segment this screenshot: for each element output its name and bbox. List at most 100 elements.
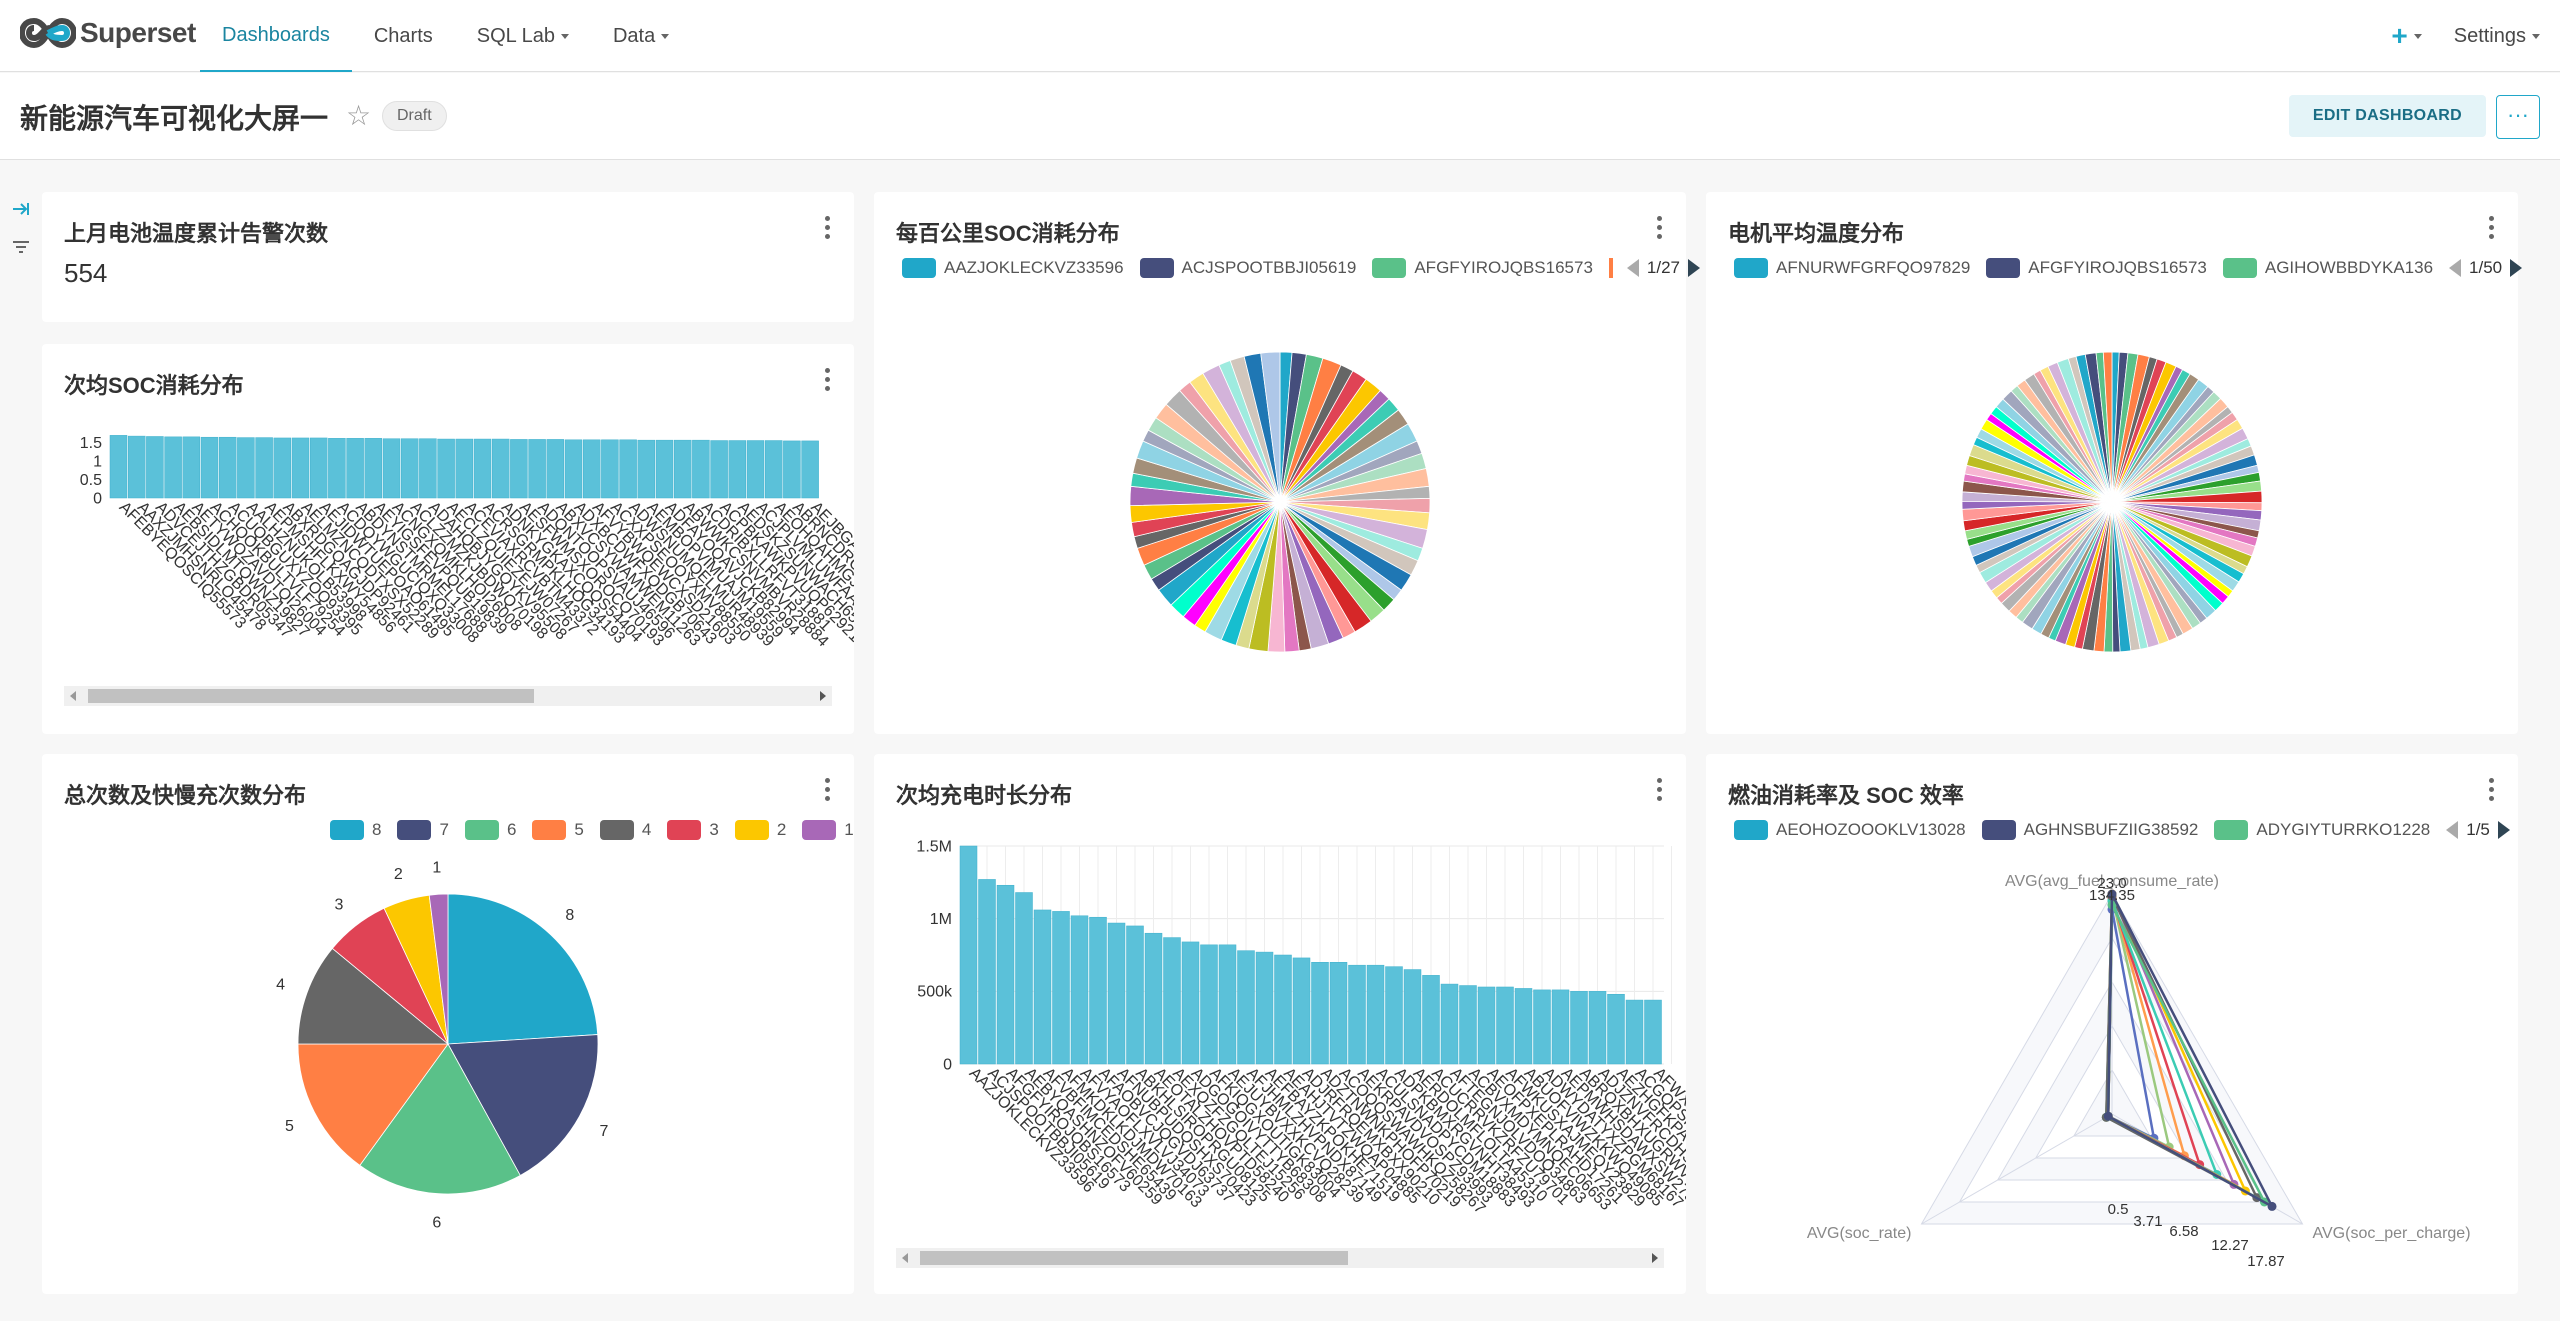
menu-sql-lab[interactable]: SQL Lab [455,0,591,72]
bar[interactable] [291,437,310,499]
card-menu-icon[interactable] [824,368,832,392]
filter-icon[interactable] [10,236,32,258]
bar[interactable] [1607,993,1625,1065]
bar[interactable] [801,440,819,499]
bar[interactable] [1218,944,1237,1065]
bar[interactable] [1366,964,1385,1065]
legend-prev-icon[interactable] [2449,259,2462,277]
radar-point[interactable] [2267,1201,2277,1211]
bar[interactable] [692,439,710,499]
pie-slice[interactable] [2102,351,2113,503]
card-menu-icon[interactable] [2488,216,2496,240]
new-menu-button[interactable]: + [2391,20,2422,52]
dashboard-title[interactable]: 新能源汽车可视化大屏一 [20,103,329,134]
bar[interactable] [218,436,237,499]
bar[interactable] [164,436,182,499]
bar[interactable] [1440,983,1459,1065]
legend-item[interactable]: AGIHOWBBDYKA136 [2222,258,2433,278]
bar[interactable] [1588,991,1607,1065]
scroll-right-icon[interactable] [1652,1253,1658,1263]
bar[interactable] [182,436,201,499]
legend-item[interactable]: AFGFYIROJQBS16573 [1372,258,1593,278]
legend-item[interactable]: AAZJOKLECKVZ33596 [902,258,1124,278]
bar[interactable] [1181,941,1200,1065]
legend-item[interactable]: 8 [330,820,381,840]
legend-prev-icon[interactable] [2446,821,2459,839]
bar[interactable] [146,436,164,499]
legend-next-icon[interactable] [2510,259,2523,277]
bar[interactable] [582,439,601,499]
menu-charts[interactable]: Charts [352,0,455,72]
legend-item[interactable]: ACJSPOOTBBJI05619 [1139,258,1356,278]
bar[interactable] [996,884,1015,1065]
scroll-thumb[interactable] [920,1251,1348,1265]
expand-filters-icon[interactable] [10,198,32,220]
pie-slice[interactable] [297,947,450,1045]
legend-item[interactable]: 7 [397,820,449,840]
bar[interactable] [601,439,619,499]
legend-item[interactable]: AFGFYIROJQBS16573 [1986,258,2207,278]
bar[interactable] [978,879,996,1065]
legend-prev-icon[interactable] [1626,259,1639,277]
legend-item[interactable]: 3 [667,820,719,840]
bar[interactable] [346,438,364,499]
pie-slice[interactable] [428,893,449,1045]
bar[interactable] [1422,975,1440,1065]
scroll-left-icon[interactable] [70,691,76,701]
bar[interactable] [710,440,728,499]
bar[interactable] [1033,909,1052,1065]
bar[interactable] [1107,922,1126,1065]
bar[interactable] [1311,962,1329,1065]
scroll-left-icon[interactable] [902,1253,908,1263]
bar[interactable] [619,439,637,499]
scroll-right-icon[interactable] [820,691,826,701]
bar[interactable] [1385,966,1403,1065]
bar[interactable] [1477,986,1496,1065]
bar[interactable] [1570,991,1588,1065]
bar[interactable] [1126,925,1144,1065]
bar[interactable] [1089,916,1107,1065]
settings-menu[interactable]: Settings [2454,25,2540,48]
favorite-star-icon[interactable]: ☆ [346,100,372,131]
bar[interactable] [1015,892,1033,1065]
bar[interactable] [491,438,510,499]
bar[interactable] [382,438,401,499]
card-menu-icon[interactable] [824,216,832,240]
bar[interactable] [764,440,783,499]
bar[interactable] [1200,944,1218,1065]
bar[interactable] [400,438,419,499]
bar[interactable] [200,436,219,499]
bar[interactable] [783,440,801,499]
bar[interactable] [564,439,583,499]
bar[interactable] [1533,989,1551,1065]
bar[interactable] [1163,937,1181,1065]
pie-slice[interactable] [447,893,599,1045]
bar[interactable] [1070,915,1089,1065]
card-menu-icon[interactable] [1656,778,1664,802]
bar[interactable] [127,435,146,499]
bar[interactable] [1496,986,1514,1065]
radar-series[interactable] [2106,893,2276,1210]
bar[interactable] [959,845,978,1065]
legend-item[interactable]: 2 [734,820,786,840]
card-menu-icon[interactable] [1656,216,1664,240]
bar[interactable] [1255,951,1274,1065]
legend-item[interactable]: AFNURWFGRFQO97829 [1734,258,1970,278]
bar[interactable] [364,438,383,499]
bar[interactable] [1274,954,1292,1065]
bar[interactable] [273,437,292,499]
bar[interactable] [528,439,546,499]
bar[interactable] [1292,957,1311,1065]
card-menu-icon[interactable] [2488,778,2496,802]
legend-item[interactable]: AEOHOZOOOKLV13028 [1734,820,1966,840]
legend-item[interactable]: 1 [802,820,854,840]
pie-slice[interactable] [447,1034,599,1176]
bar[interactable] [637,439,656,499]
bar[interactable] [1403,969,1422,1065]
bar[interactable] [1514,988,1533,1065]
bar[interactable] [728,440,747,499]
edit-dashboard-button[interactable]: EDIT DASHBOARD [2288,95,2486,137]
legend-next-icon[interactable] [1688,259,1701,277]
bar[interactable] [510,439,528,499]
legend-item[interactable]: 6 [464,820,516,840]
